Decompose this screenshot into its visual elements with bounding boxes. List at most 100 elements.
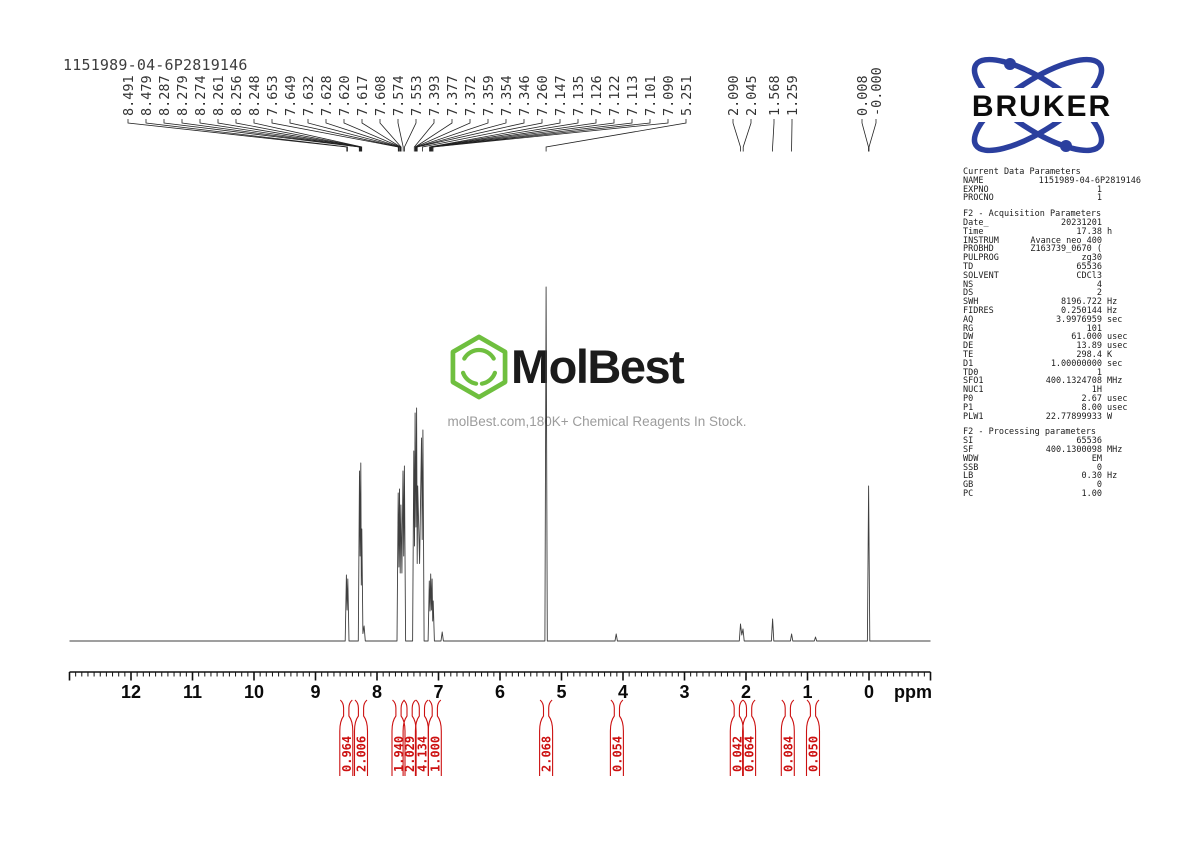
param-value: 61.000 (1071, 332, 1102, 343)
peak-leader-line (742, 119, 752, 152)
peak-shift-label: 8.248 (247, 75, 263, 116)
peak-shift-label: 0.008 (855, 75, 871, 116)
param-value: 20231201 (1061, 217, 1102, 228)
param-unit (1102, 254, 1141, 263)
peak-leader-line (289, 119, 400, 152)
peak-shift-label: 7.574 (391, 75, 407, 116)
integral-value-label: 2.029 (403, 736, 417, 772)
param-row: SSB 0 (963, 462, 1141, 473)
peak-shift-label: 7.135 (571, 75, 587, 116)
integral-value-label: 1.940 (392, 736, 406, 772)
param-value: 1.00 (1081, 488, 1102, 499)
param-key: SWH (963, 297, 979, 308)
param-value: 1 (1096, 193, 1102, 204)
param-key: RG (963, 323, 974, 334)
param-value: 13.89 (1076, 341, 1102, 352)
bruker-electron-dot (1004, 58, 1016, 70)
peak-leader-line (732, 119, 741, 152)
peak-shift-label: 7.101 (643, 75, 659, 116)
param-key: INSTRUM (963, 235, 999, 246)
peak-shift-label: 8.279 (175, 75, 191, 116)
peak-shift-label: 2.090 (726, 75, 742, 116)
peak-leader-line (253, 119, 363, 152)
param-value: 1H (1091, 385, 1102, 396)
peak-shift-label: 7.653 (265, 75, 281, 116)
param-value: 22.77899933 (1045, 411, 1102, 422)
param-row: TD0 1 (963, 367, 1141, 378)
integral-value-label: 0.054 (610, 736, 624, 772)
params-section-title: Current Data Parameters (963, 167, 1081, 177)
param-row: NS 4 (963, 279, 1141, 290)
integral-bracket (742, 699, 757, 776)
param-value: 1 (1096, 367, 1102, 378)
peak-leader-line (545, 119, 687, 152)
molbest-logo-row: MolBest (447, 332, 757, 402)
param-row: DE 13.89 usec (963, 342, 1141, 351)
param-row: INSTRUM Avance neo 400 (963, 235, 1141, 246)
param-key: PROBHD (963, 244, 994, 255)
param-row: PULPROG zg30 (963, 254, 1141, 263)
param-key: PROCNO (963, 193, 994, 204)
peak-shift-label: 7.393 (427, 75, 443, 116)
bruker-wordmark: BRUKER (972, 90, 1112, 123)
param-value: 0 (1096, 462, 1102, 473)
param-unit: sec (1107, 314, 1123, 325)
param-row: TD 65536 (963, 263, 1141, 272)
param-key: EXPNO (963, 184, 989, 195)
integral-value-label: 0.042 (730, 736, 744, 772)
param-key: TD (963, 261, 974, 272)
peak-leader-line (772, 119, 775, 152)
param-key: SSB (963, 462, 979, 473)
param-unit (1102, 245, 1141, 254)
param-row: DW 61.000 usec (963, 333, 1141, 342)
molbest-wordmark: MolBest (511, 340, 685, 393)
peak-shift-label: 8.256 (229, 75, 245, 116)
spectrum-trace (69, 286, 931, 642)
param-value: 2 (1096, 288, 1102, 299)
peak-shift-label: 7.617 (355, 75, 371, 116)
param-key: FIDRES (963, 305, 994, 316)
param-value: 4 (1096, 279, 1102, 290)
param-unit (1102, 237, 1141, 246)
param-row: WDW EM (963, 453, 1141, 464)
param-value: Avance neo 400 (1030, 235, 1102, 246)
param-row: PROBHD Z163739_0670 ( (963, 245, 1141, 254)
param-key: GB (963, 480, 974, 491)
param-unit: usec (1107, 393, 1128, 404)
param-value: EM (1091, 453, 1102, 464)
param-row: TE 298.4 K (963, 351, 1141, 360)
param-key: DS (963, 288, 974, 299)
peak-leader-line (397, 119, 404, 152)
peak-leader-line (415, 119, 489, 152)
param-key: AQ (963, 314, 974, 325)
integral-value-label: 0.084 (781, 736, 795, 772)
axis-unit-label: ppm (894, 682, 932, 702)
sample-id: 1151989-04-6P2819146 (63, 56, 248, 74)
param-row: FIDRES 0.250144 Hz (963, 307, 1141, 316)
peak-shift-label: 7.608 (373, 75, 389, 116)
param-unit: MHz (1107, 444, 1123, 455)
param-unit: Hz (1107, 297, 1118, 308)
param-unit (1102, 490, 1141, 499)
peak-leader-line (379, 119, 402, 152)
param-key: SOLVENT (963, 270, 999, 281)
peak-leader-line (235, 119, 362, 152)
param-row: NUC1 1H (963, 386, 1141, 395)
param-value: 65536 (1076, 436, 1102, 447)
peak-leader-line (361, 119, 402, 152)
param-value: 2.67 (1081, 393, 1102, 404)
param-unit: sec (1107, 358, 1123, 369)
peak-shift-label: 7.113 (625, 75, 641, 116)
param-unit (1102, 455, 1141, 464)
param-row: P1 8.00 usec (963, 403, 1141, 413)
bruker-logo-icon: BRUKER (956, 56, 1129, 154)
peak-leader-line (343, 119, 401, 152)
peak-shift-label: 7.147 (553, 75, 569, 116)
param-value: 0.30 (1081, 471, 1102, 482)
param-key: P0 (963, 393, 974, 404)
param-key: PLW1 (963, 411, 984, 422)
bruker-electron-dot (1060, 140, 1072, 152)
peak-leader-line (431, 119, 633, 152)
integral-bracket (339, 699, 354, 776)
param-row: GB 0 (963, 481, 1141, 490)
